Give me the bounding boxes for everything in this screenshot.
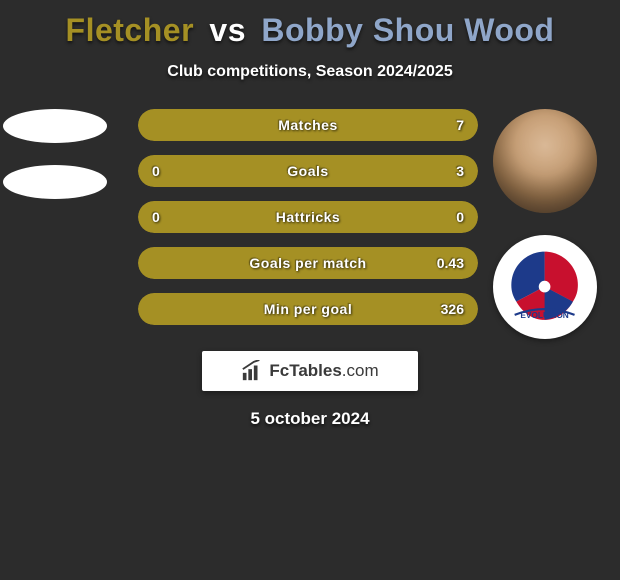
stat-right-value: 7 — [416, 117, 464, 133]
stat-row: 0Goals3 — [138, 155, 478, 187]
avatar-column-right: EVOLUTION — [480, 109, 610, 339]
stat-right-value: 326 — [416, 301, 464, 317]
svg-text:EVOLUTION: EVOLUTION — [521, 311, 569, 321]
club-right-logo: EVOLUTION — [493, 235, 597, 339]
stat-left-value: 0 — [152, 163, 200, 179]
stat-right-value: 0 — [416, 209, 464, 225]
stat-label: Goals per match — [200, 255, 416, 271]
stat-label: Matches — [200, 117, 416, 133]
stat-row: 0Hattricks0 — [138, 201, 478, 233]
stat-label: Goals — [200, 163, 416, 179]
stat-right-value: 0.43 — [416, 255, 464, 271]
comparison-title: Fletcher vs Bobby Shou Wood — [0, 0, 620, 49]
player-left-avatar — [3, 109, 107, 143]
stat-label: Hattricks — [200, 209, 416, 225]
stat-label: Min per goal — [200, 301, 416, 317]
player-right-avatar — [493, 109, 597, 213]
credit-badge: FcTables.com — [202, 351, 418, 391]
stat-rows: Matches70Goals30Hattricks0Goals per matc… — [138, 109, 478, 325]
stat-row: Goals per match0.43 — [138, 247, 478, 279]
club-left-logo — [3, 165, 107, 199]
player-right-name: Bobby Shou Wood — [261, 12, 554, 48]
credit-text: FcTables.com — [269, 361, 378, 381]
subtitle: Club competitions, Season 2024/2025 — [0, 63, 620, 81]
title-vs: vs — [209, 12, 246, 48]
stat-row: Min per goal326 — [138, 293, 478, 325]
comparison-stage: EVOLUTION Matches70Goals30Hattricks0Goal… — [0, 109, 620, 325]
avatar-column-left — [0, 109, 120, 199]
date-text: 5 october 2024 — [0, 409, 620, 429]
player-left-name: Fletcher — [66, 12, 194, 48]
revolution-logo-icon: EVOLUTION — [503, 245, 586, 328]
stat-left-value: 0 — [152, 209, 200, 225]
stat-right-value: 3 — [416, 163, 464, 179]
stat-row: Matches7 — [138, 109, 478, 141]
bar-chart-icon — [241, 360, 263, 382]
